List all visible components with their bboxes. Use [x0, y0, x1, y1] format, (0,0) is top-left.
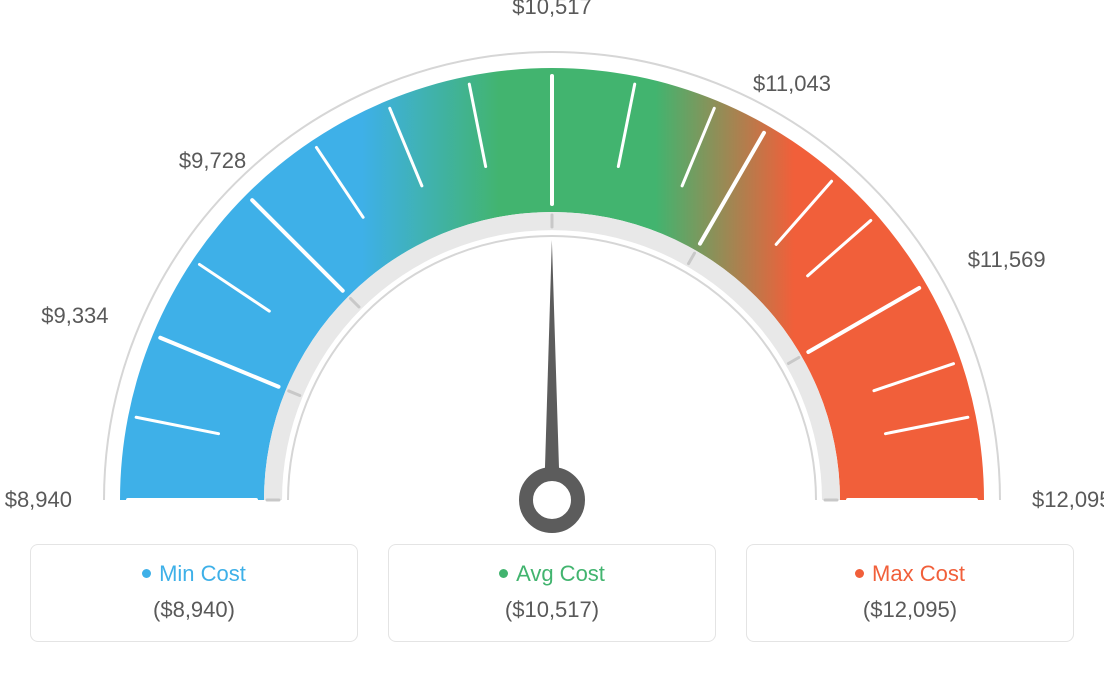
- dot-icon: [499, 569, 508, 578]
- gauge-tick-label: $9,334: [41, 303, 108, 329]
- legend-title-avg: Avg Cost: [397, 561, 707, 587]
- dot-icon: [142, 569, 151, 578]
- legend-title-max: Max Cost: [755, 561, 1065, 587]
- legend-row: Min Cost ($8,940) Avg Cost ($10,517) Max…: [0, 544, 1104, 642]
- legend-title-text: Avg Cost: [516, 561, 605, 586]
- gauge-tick-label: $11,569: [968, 247, 1046, 273]
- gauge-tick-label: $11,043: [753, 71, 831, 97]
- cost-gauge-widget: $8,940 $9,334 $9,728 $10,517 $11,043 $11,569 $…: [0, 0, 1104, 690]
- legend-title-min: Min Cost: [39, 561, 349, 587]
- legend-value-avg: ($10,517): [397, 597, 707, 623]
- gauge-area: $8,940 $9,334 $9,728 $10,517 $11,043 $11,569 $…: [0, 0, 1104, 540]
- legend-card-avg: Avg Cost ($10,517): [388, 544, 716, 642]
- dot-icon: [855, 569, 864, 578]
- legend-title-text: Min Cost: [159, 561, 246, 586]
- gauge-tick-label: $10,517: [512, 0, 592, 20]
- gauge-tick-label: $12,095: [1032, 487, 1104, 513]
- gauge-svg: [0, 0, 1104, 540]
- gauge-tick-label: $9,728: [179, 148, 246, 174]
- legend-value-min: ($8,940): [39, 597, 349, 623]
- legend-card-max: Max Cost ($12,095): [746, 544, 1074, 642]
- legend-value-max: ($12,095): [755, 597, 1065, 623]
- gauge-tick-label: $8,940: [5, 487, 72, 513]
- legend-title-text: Max Cost: [872, 561, 965, 586]
- legend-card-min: Min Cost ($8,940): [30, 544, 358, 642]
